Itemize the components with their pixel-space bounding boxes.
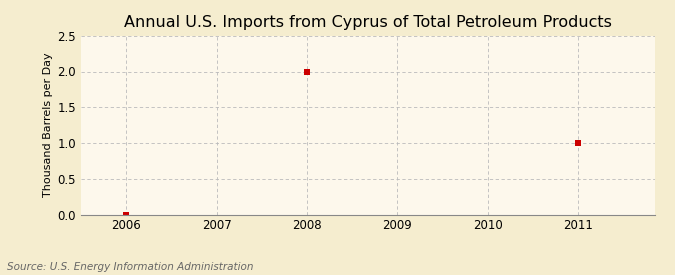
Title: Annual U.S. Imports from Cyprus of Total Petroleum Products: Annual U.S. Imports from Cyprus of Total… (124, 15, 612, 31)
Y-axis label: Thousand Barrels per Day: Thousand Barrels per Day (43, 53, 53, 197)
Text: Source: U.S. Energy Information Administration: Source: U.S. Energy Information Administ… (7, 262, 253, 272)
